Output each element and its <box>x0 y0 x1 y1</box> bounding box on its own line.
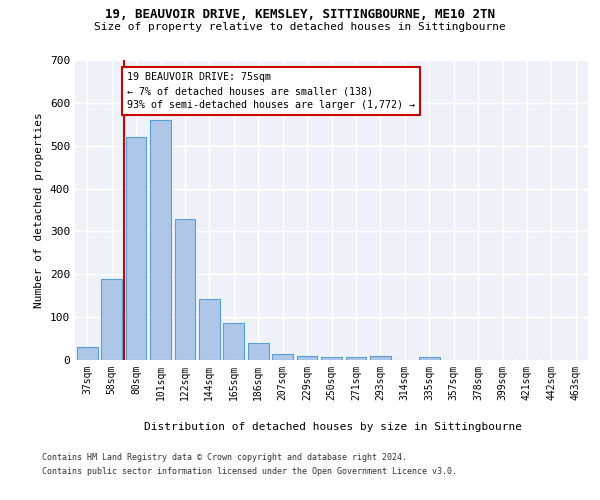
Bar <box>272 354 293 360</box>
Text: Distribution of detached houses by size in Sittingbourne: Distribution of detached houses by size … <box>144 422 522 432</box>
Bar <box>321 356 342 360</box>
Bar <box>77 347 98 360</box>
Bar <box>248 343 269 360</box>
Text: Contains public sector information licensed under the Open Government Licence v3: Contains public sector information licen… <box>42 467 457 476</box>
Bar <box>125 137 146 360</box>
Bar <box>223 322 244 360</box>
Bar <box>346 356 367 360</box>
Bar <box>419 358 440 360</box>
Bar <box>175 220 196 360</box>
Text: 19, BEAUVOIR DRIVE, KEMSLEY, SITTINGBOURNE, ME10 2TN: 19, BEAUVOIR DRIVE, KEMSLEY, SITTINGBOUR… <box>105 8 495 20</box>
Bar <box>199 299 220 360</box>
Bar <box>150 120 171 360</box>
Text: Contains HM Land Registry data © Crown copyright and database right 2024.: Contains HM Land Registry data © Crown c… <box>42 454 407 462</box>
Text: Size of property relative to detached houses in Sittingbourne: Size of property relative to detached ho… <box>94 22 506 32</box>
Bar <box>370 356 391 360</box>
Text: 19 BEAUVOIR DRIVE: 75sqm
← 7% of detached houses are smaller (138)
93% of semi-d: 19 BEAUVOIR DRIVE: 75sqm ← 7% of detache… <box>127 72 415 110</box>
Bar <box>296 356 317 360</box>
Bar <box>101 278 122 360</box>
Y-axis label: Number of detached properties: Number of detached properties <box>34 112 44 308</box>
